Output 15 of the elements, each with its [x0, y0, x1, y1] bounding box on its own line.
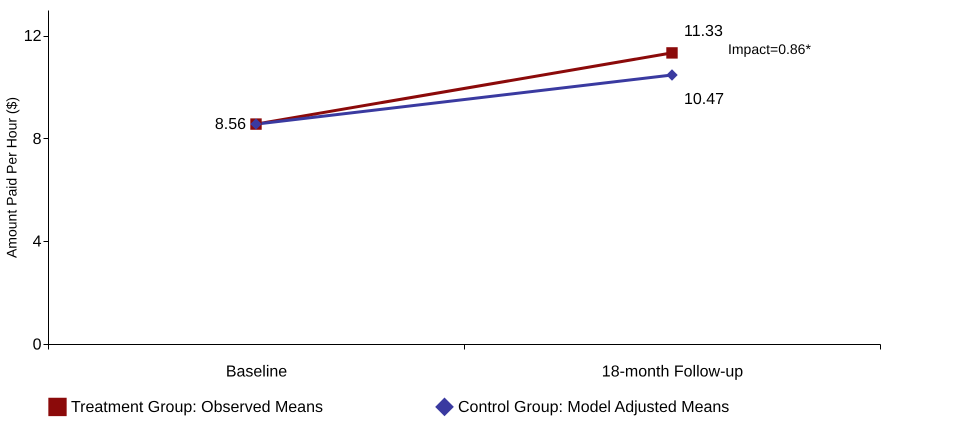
point	[666, 69, 678, 81]
annotation: Impact=0.86*	[728, 41, 812, 57]
x-tick-label: 18-month Follow-up	[602, 364, 744, 380]
data-label: 11.33	[684, 22, 723, 40]
legend-label: Control Group: Model Adjusted Means	[458, 398, 730, 416]
x-tick-label: Baseline	[226, 364, 288, 380]
legend-label: Treatment Group: Observed Means	[71, 398, 323, 416]
y-tick-label: 4	[32, 234, 42, 251]
y-tick-label: 8	[32, 130, 42, 148]
y-tick-label: 12	[24, 28, 42, 46]
data-label: 8.56	[214, 116, 246, 134]
data-label: 10.47	[684, 91, 724, 108]
y-tick-label: 0	[32, 336, 42, 354]
point	[666, 47, 678, 59]
y-axis-title: Amount Paid Per Hour ($)	[4, 96, 20, 258]
